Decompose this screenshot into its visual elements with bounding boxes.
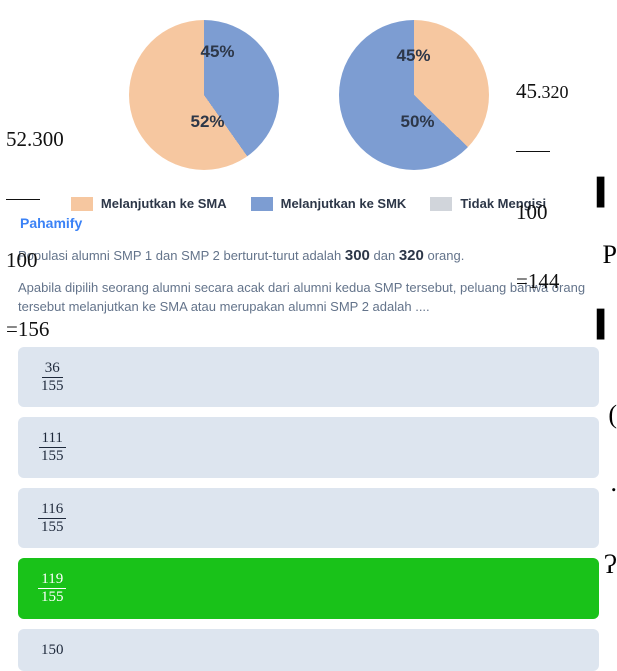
pie1-label-0: 45% <box>201 42 235 62</box>
hw-right-den: 100 <box>516 201 569 224</box>
pie1-label-1: 52% <box>191 112 225 132</box>
question-line-2: Apabila dipilih seorang alumni secara ac… <box>14 278 603 347</box>
side-mark: . <box>611 468 617 498</box>
pie-chart-smp1: 45% 52% <box>129 20 279 170</box>
hw-left-line <box>6 199 40 200</box>
legend-label-sma: Melanjutkan ke SMA <box>101 196 227 211</box>
fraction-denom: 155 <box>38 519 67 536</box>
hw-left-num: 52 <box>6 127 27 151</box>
side-mark: P <box>603 240 617 270</box>
pie-chart-smp2: 45% 50% <box>339 20 489 170</box>
question-line-1: Populasi alumni SMP 1 dan SMP 2 berturut… <box>14 245 603 278</box>
pie2-canvas <box>339 20 489 170</box>
fraction-numer: 150 <box>38 642 67 659</box>
side-mark: ▍ <box>597 310 617 340</box>
fraction-denom: 155 <box>38 378 67 395</box>
swatch-tidak <box>430 197 452 211</box>
legend: Melanjutkan ke SMA Melanjutkan ke SMK Ti… <box>14 188 603 213</box>
handwriting-right: 45.320 100 =144 <box>516 34 569 316</box>
legend-item-smk: Melanjutkan ke SMK <box>251 196 407 211</box>
charts-row: 45% 52% 45% 50% <box>14 10 603 188</box>
side-mark: ▍ <box>597 178 617 208</box>
answer-options: 36155111155116155119155150 <box>14 347 603 671</box>
hw-right-line <box>516 151 550 152</box>
hw-left-den: 100 <box>6 249 64 272</box>
option-fraction: 119155 <box>38 571 67 607</box>
hw-right-num: 45 <box>516 79 537 103</box>
swatch-smk <box>251 197 273 211</box>
handwriting-left: 52.300 100 =156 <box>6 82 64 364</box>
fraction-numer: 116 <box>38 501 66 519</box>
option-fraction: 36155 <box>38 360 67 396</box>
fraction-denom: 155 <box>38 448 67 465</box>
answer-option-2[interactable]: 116155 <box>18 488 599 549</box>
legend-label-smk: Melanjutkan ke SMK <box>281 196 407 211</box>
q-pre: Populasi alumni SMP 1 dan SMP 2 berturut… <box>18 248 345 263</box>
fraction-numer: 111 <box>39 430 66 448</box>
hw-left-res: =156 <box>6 318 64 341</box>
side-mark: ( <box>608 400 617 430</box>
brand-logo: Pahamify <box>14 213 603 245</box>
option-fraction: 111155 <box>38 430 67 466</box>
q-mid: dan <box>370 248 399 263</box>
q-n1: 300 <box>345 247 370 264</box>
q-n2: 320 <box>399 247 424 264</box>
pie2-label-1: 50% <box>401 112 435 132</box>
pie2-label-0: 45% <box>397 46 431 66</box>
swatch-sma <box>71 197 93 211</box>
q-post: orang. <box>424 248 464 263</box>
answer-option-4[interactable]: 150 <box>18 629 599 671</box>
legend-item-sma: Melanjutkan ke SMA <box>71 196 227 211</box>
hw-right-res: =144 <box>516 270 569 293</box>
hw-right-mul: .320 <box>537 82 569 102</box>
answer-option-3[interactable]: 119155 <box>18 558 599 619</box>
fraction-numer: 119 <box>38 571 66 589</box>
answer-option-0[interactable]: 36155 <box>18 347 599 408</box>
side-mark: Ɂ <box>603 550 617 580</box>
option-fraction: 150 <box>38 642 67 659</box>
option-fraction: 116155 <box>38 501 67 537</box>
answer-option-1[interactable]: 111155 <box>18 417 599 478</box>
fraction-denom: 155 <box>38 589 67 606</box>
hw-left-mul: .300 <box>27 127 64 151</box>
